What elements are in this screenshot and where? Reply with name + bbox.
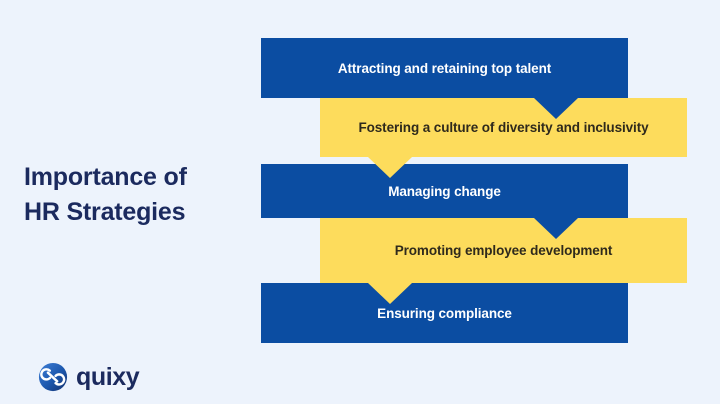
page-title-line-2: HR Strategies: [24, 197, 186, 226]
banner-item-4: Promoting employee development: [320, 218, 687, 304]
brand-name: quixy: [76, 362, 140, 391]
infinity-loops-icon: [38, 362, 68, 392]
arrow-down-icon-3: [534, 218, 578, 239]
arrow-down-icon-4: [368, 283, 412, 304]
arrow-down-icon-1: [534, 98, 578, 119]
banner-item-2: Fostering a culture of diversity and inc…: [320, 98, 687, 178]
banner-label-2: Fostering a culture of diversity and inc…: [358, 120, 649, 135]
page-title-line-1: Importance of: [24, 163, 187, 191]
banner-item-5: Ensuring compliance: [261, 283, 628, 343]
arrow-down-icon-2: [368, 157, 412, 178]
banner-label-1: Attracting and retaining top talent: [337, 60, 552, 76]
banner-item-3: Managing change: [261, 164, 628, 239]
banner-item-1: Attracting and retaining top talent: [261, 38, 628, 119]
page-title: Importance of HR Strategies: [24, 160, 239, 229]
brand-logo: quixy: [38, 362, 140, 392]
banner-label-3: Managing change: [388, 183, 501, 199]
banner-label-4: Promoting employee development: [394, 243, 613, 258]
banner-label-5: Ensuring compliance: [377, 305, 512, 321]
